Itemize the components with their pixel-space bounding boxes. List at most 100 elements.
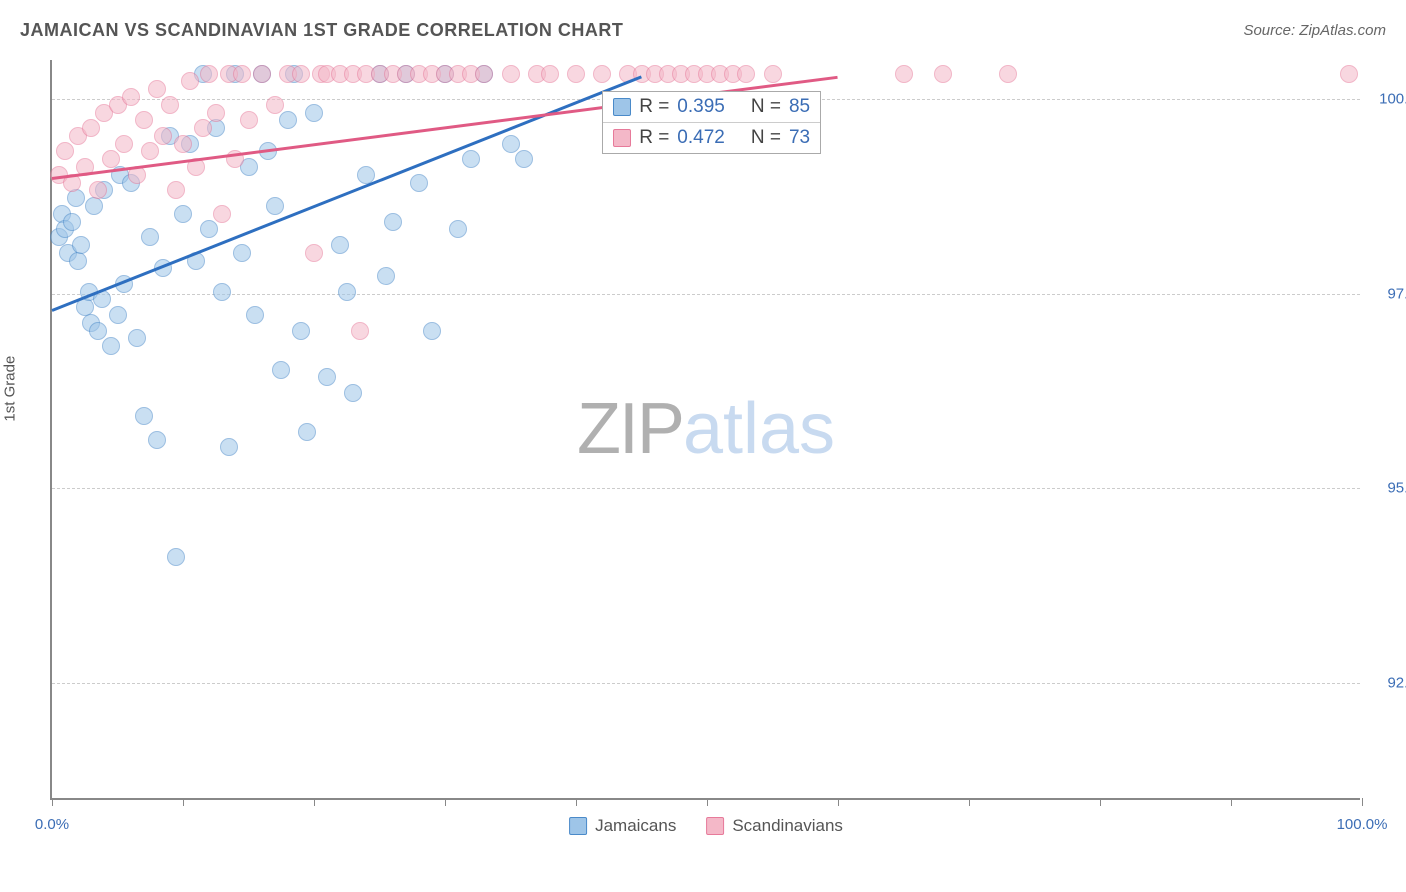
scatter-point	[82, 119, 100, 137]
scatter-point	[593, 65, 611, 83]
scatter-point	[181, 72, 199, 90]
x-tick-mark	[445, 798, 446, 806]
scatter-point	[72, 236, 90, 254]
stats-n-value: 85	[789, 96, 810, 118]
chart-header: JAMAICAN VS SCANDINAVIAN 1ST GRADE CORRE…	[20, 20, 1386, 41]
scatter-point	[541, 65, 559, 83]
x-tick-label: 100.0%	[1337, 816, 1388, 833]
scatter-point	[377, 267, 395, 285]
x-tick-mark	[707, 798, 708, 806]
scatter-point	[266, 197, 284, 215]
scatter-point	[85, 197, 103, 215]
y-axis-label: 1st Grade	[2, 356, 19, 422]
scatter-point	[194, 119, 212, 137]
scatter-point	[279, 111, 297, 129]
scatter-point	[174, 135, 192, 153]
scatter-point	[213, 205, 231, 223]
scatter-point	[233, 65, 251, 83]
legend-swatch	[569, 817, 587, 835]
scatter-point	[298, 423, 316, 441]
gridline	[52, 683, 1360, 684]
scatter-point	[246, 306, 264, 324]
scatter-point	[115, 135, 133, 153]
scatter-point	[502, 135, 520, 153]
scatter-point	[167, 548, 185, 566]
scatter-point	[305, 104, 323, 122]
legend: Jamaicans Scandinavians	[569, 816, 843, 836]
scatter-point	[233, 244, 251, 262]
scatter-point	[200, 65, 218, 83]
x-tick-label: 0.0%	[35, 816, 69, 833]
stats-r-label: R =	[639, 96, 669, 118]
scatter-point	[148, 80, 166, 98]
scatter-point	[128, 329, 146, 347]
stats-r-value: 0.472	[677, 127, 725, 149]
stats-n-value: 73	[789, 127, 810, 149]
scatter-point	[207, 104, 225, 122]
x-tick-mark	[1100, 798, 1101, 806]
scatter-point	[141, 228, 159, 246]
x-tick-mark	[969, 798, 970, 806]
scatter-point	[475, 65, 493, 83]
y-tick-label: 95.0%	[1370, 480, 1406, 497]
scatter-point	[56, 142, 74, 160]
scatter-point	[384, 213, 402, 231]
stats-row: R = 0.395N = 85	[603, 92, 820, 122]
stats-row: R = 0.472N = 73	[603, 122, 820, 153]
scatter-point	[109, 306, 127, 324]
scatter-point	[69, 252, 87, 270]
scatter-point	[141, 142, 159, 160]
scatter-point	[102, 150, 120, 168]
legend-label: Jamaicans	[595, 816, 676, 836]
scatter-point	[213, 283, 231, 301]
scatter-point	[331, 236, 349, 254]
scatter-point	[515, 150, 533, 168]
stats-swatch	[613, 98, 631, 116]
scatter-point	[999, 65, 1017, 83]
stats-box: R = 0.395N = 85R = 0.472 N = 73	[602, 91, 821, 154]
scatter-point	[122, 88, 140, 106]
scatter-point	[423, 322, 441, 340]
watermark-atlas: atlas	[683, 389, 835, 469]
scatter-point	[292, 65, 310, 83]
scatter-point	[102, 337, 120, 355]
x-tick-mark	[1362, 798, 1363, 806]
gridline	[52, 294, 1360, 295]
x-tick-mark	[52, 798, 53, 806]
scatter-point	[305, 244, 323, 262]
stats-swatch	[613, 129, 631, 147]
y-tick-label: 92.5%	[1370, 675, 1406, 692]
scatter-point	[272, 361, 290, 379]
scatter-point	[167, 181, 185, 199]
scatter-point	[351, 322, 369, 340]
y-tick-label: 100.0%	[1370, 90, 1406, 107]
scatter-point	[67, 189, 85, 207]
watermark-zip: ZIP	[577, 389, 683, 469]
scatter-point	[502, 65, 520, 83]
legend-item: Scandinavians	[706, 816, 843, 836]
scatter-point	[135, 407, 153, 425]
scatter-point	[89, 181, 107, 199]
chart-source: Source: ZipAtlas.com	[1243, 22, 1386, 39]
y-tick-label: 97.5%	[1370, 285, 1406, 302]
x-tick-mark	[183, 798, 184, 806]
scatter-point	[1340, 65, 1358, 83]
scatter-point	[737, 65, 755, 83]
scatter-point	[449, 220, 467, 238]
x-tick-mark	[576, 798, 577, 806]
stats-n-label: N =	[751, 127, 781, 149]
scatter-point	[200, 220, 218, 238]
scatter-point	[253, 65, 271, 83]
x-tick-mark	[838, 798, 839, 806]
scatter-point	[220, 438, 238, 456]
stats-n-label: N =	[751, 96, 781, 118]
scatter-point	[148, 431, 166, 449]
scatter-point	[89, 322, 107, 340]
legend-label: Scandinavians	[732, 816, 843, 836]
scatter-point	[154, 127, 172, 145]
scatter-point	[462, 150, 480, 168]
scatter-point	[318, 368, 336, 386]
x-tick-mark	[1231, 798, 1232, 806]
scatter-point	[338, 283, 356, 301]
plot-area: ZIPatlas 92.5%95.0%97.5%100.0%0.0%100.0%…	[50, 60, 1360, 800]
